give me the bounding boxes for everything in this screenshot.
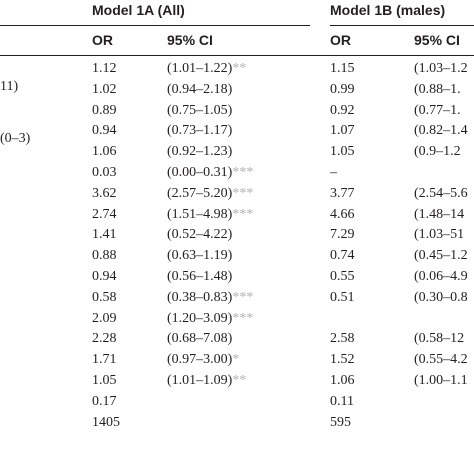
or-value-a: 2.74 xyxy=(92,207,117,222)
col-or-header-a: OR xyxy=(92,32,113,48)
ci-value-b: (2.54–5.6 xyxy=(414,186,468,201)
col-or-header-b: OR xyxy=(330,32,351,48)
significance-stars: ** xyxy=(232,61,247,76)
or-value-a: 3.62 xyxy=(92,186,117,201)
significance-stars: *** xyxy=(232,186,254,201)
model-1b-underline xyxy=(330,25,474,26)
or-value-a: 1.02 xyxy=(92,82,117,97)
or-value-b: 0.92 xyxy=(330,103,355,118)
ci-value-a: (1.01–1.22)** xyxy=(167,61,247,76)
ci-value-a: (1.51–4.98)*** xyxy=(167,207,254,222)
significance-stars: *** xyxy=(232,311,254,326)
or-value-a: 0.89 xyxy=(92,103,117,118)
ci-value-b: (0.58–12 xyxy=(414,331,465,346)
significance-stars: * xyxy=(232,352,240,367)
or-value-b: 0.99 xyxy=(330,82,355,97)
ci-value-b: (0.45–1.2 xyxy=(414,248,468,263)
col-ci-header-b: 95% CI xyxy=(414,32,460,48)
or-value-b: 0.74 xyxy=(330,248,355,263)
or-value-b: 1.15 xyxy=(330,61,355,76)
ci-value-a: (0.97–3.00)* xyxy=(167,352,240,367)
ci-value-a: (0.75–1.05) xyxy=(167,103,233,118)
ci-value-a: (0.92–1.23) xyxy=(167,144,233,159)
ci-value-b: (0.55–4.2 xyxy=(414,352,468,367)
or-value-b: – xyxy=(330,165,337,180)
or-value-b: 4.66 xyxy=(330,207,355,222)
ci-value-a: (0.00–0.31)*** xyxy=(167,165,254,180)
model-1a-underline xyxy=(0,25,310,26)
or-value-a: 1.12 xyxy=(92,61,117,76)
ci-value-b: (0.30–0.8 xyxy=(414,290,468,305)
ci-value-b: (1.48–14 xyxy=(414,207,465,222)
row-label-fragment: 11) xyxy=(0,79,19,94)
or-value-b: 0.55 xyxy=(330,269,355,284)
or-value-a: 1.05 xyxy=(92,373,117,388)
header-rule xyxy=(0,55,474,56)
or-value-b: 1.06 xyxy=(330,373,355,388)
significance-stars: *** xyxy=(232,207,254,222)
or-value-b: 7.29 xyxy=(330,227,355,242)
or-value-b: 0.51 xyxy=(330,290,355,305)
ci-value-b: (0.82–1.4 xyxy=(414,123,468,138)
ci-value-b: (0.9–1.2 xyxy=(414,144,461,159)
ci-value-a: (0.73–1.17) xyxy=(167,123,233,138)
or-value-a: 1.06 xyxy=(92,144,117,159)
or-value-b: 1.05 xyxy=(330,144,355,159)
or-value-b: 1.07 xyxy=(330,123,355,138)
or-value-b: 3.77 xyxy=(330,186,355,201)
ci-value-a: (0.63–1.19) xyxy=(167,248,233,263)
or-value-b: 1.52 xyxy=(330,352,355,367)
ci-value-b: (1.00–1.1 xyxy=(414,373,468,388)
or-value-a: 1.41 xyxy=(92,227,117,242)
model-1a-title: Model 1A (All) xyxy=(92,2,185,18)
significance-stars: *** xyxy=(232,165,254,180)
ci-value-a: (1.01–1.09)** xyxy=(167,373,247,388)
ci-value-a: (0.94–2.18) xyxy=(167,82,233,97)
or-value-a: 0.94 xyxy=(92,269,117,284)
ci-value-b: (1.03–1.2 xyxy=(414,61,468,76)
or-value-a: 0.17 xyxy=(92,394,117,409)
significance-stars: *** xyxy=(232,290,254,305)
ci-value-a: (1.20–3.09)*** xyxy=(167,311,254,326)
or-value-a: 1.71 xyxy=(92,352,117,367)
ci-value-b: (0.06–4.9 xyxy=(414,269,468,284)
ci-value-b: (0.77–1. xyxy=(414,103,461,118)
or-value-a: 2.09 xyxy=(92,311,117,326)
model-1b-title: Model 1B (males) xyxy=(330,2,446,18)
or-value-a: 0.58 xyxy=(92,290,117,305)
or-value-a: 0.94 xyxy=(92,123,117,138)
ci-value-b: (0.88–1. xyxy=(414,82,461,97)
or-value-a: 0.88 xyxy=(92,248,117,263)
or-value-b: 2.58 xyxy=(330,331,355,346)
or-value-a: 1405 xyxy=(92,415,120,430)
ci-value-a: (0.56–1.48) xyxy=(167,269,233,284)
ci-value-a: (0.38–0.83)*** xyxy=(167,290,254,305)
or-value-b: 595 xyxy=(330,415,351,430)
col-ci-header-a: 95% CI xyxy=(167,32,213,48)
ci-value-a: (0.68–7.08) xyxy=(167,331,233,346)
ci-value-b: (1.03–51 xyxy=(414,227,465,242)
significance-stars: ** xyxy=(232,373,247,388)
row-label-fragment: (0–3) xyxy=(0,131,31,146)
ci-value-a: (2.57–5.20)*** xyxy=(167,186,254,201)
or-value-a: 0.03 xyxy=(92,165,117,180)
or-value-a: 2.28 xyxy=(92,331,117,346)
ci-value-a: (0.52–4.22) xyxy=(167,227,233,242)
or-value-b: 0.11 xyxy=(330,394,354,409)
